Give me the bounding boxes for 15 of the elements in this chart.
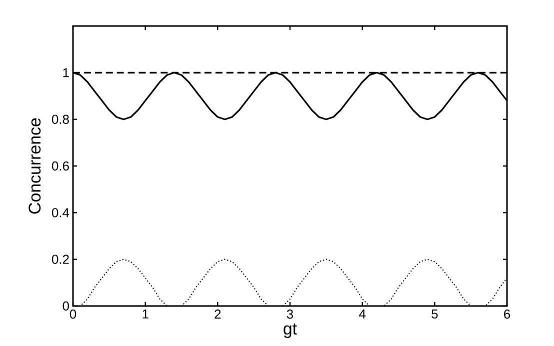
x-tick-label: 0 <box>70 310 76 319</box>
x-tick-label: 6 <box>504 310 510 319</box>
x-axis-title: gt <box>284 324 297 338</box>
x-tick-label: 3 <box>286 310 294 319</box>
x-tick-label: 4 <box>359 310 366 318</box>
y-tick-label: 0.2 <box>52 254 69 264</box>
y-axis-title: Concurrence <box>28 118 41 214</box>
x-tick-label: 2 <box>214 310 221 319</box>
y-tick-label: 1 <box>63 68 69 78</box>
y-tick-label: 0.6 <box>52 161 69 171</box>
y-tick-label: 0 <box>62 301 69 311</box>
y-tick-label: 0.4 <box>52 208 70 218</box>
y-tick-label: 0.8 <box>52 114 69 124</box>
x-tick-label: 1 <box>142 310 148 318</box>
x-tick-label: 5 <box>432 310 438 319</box>
